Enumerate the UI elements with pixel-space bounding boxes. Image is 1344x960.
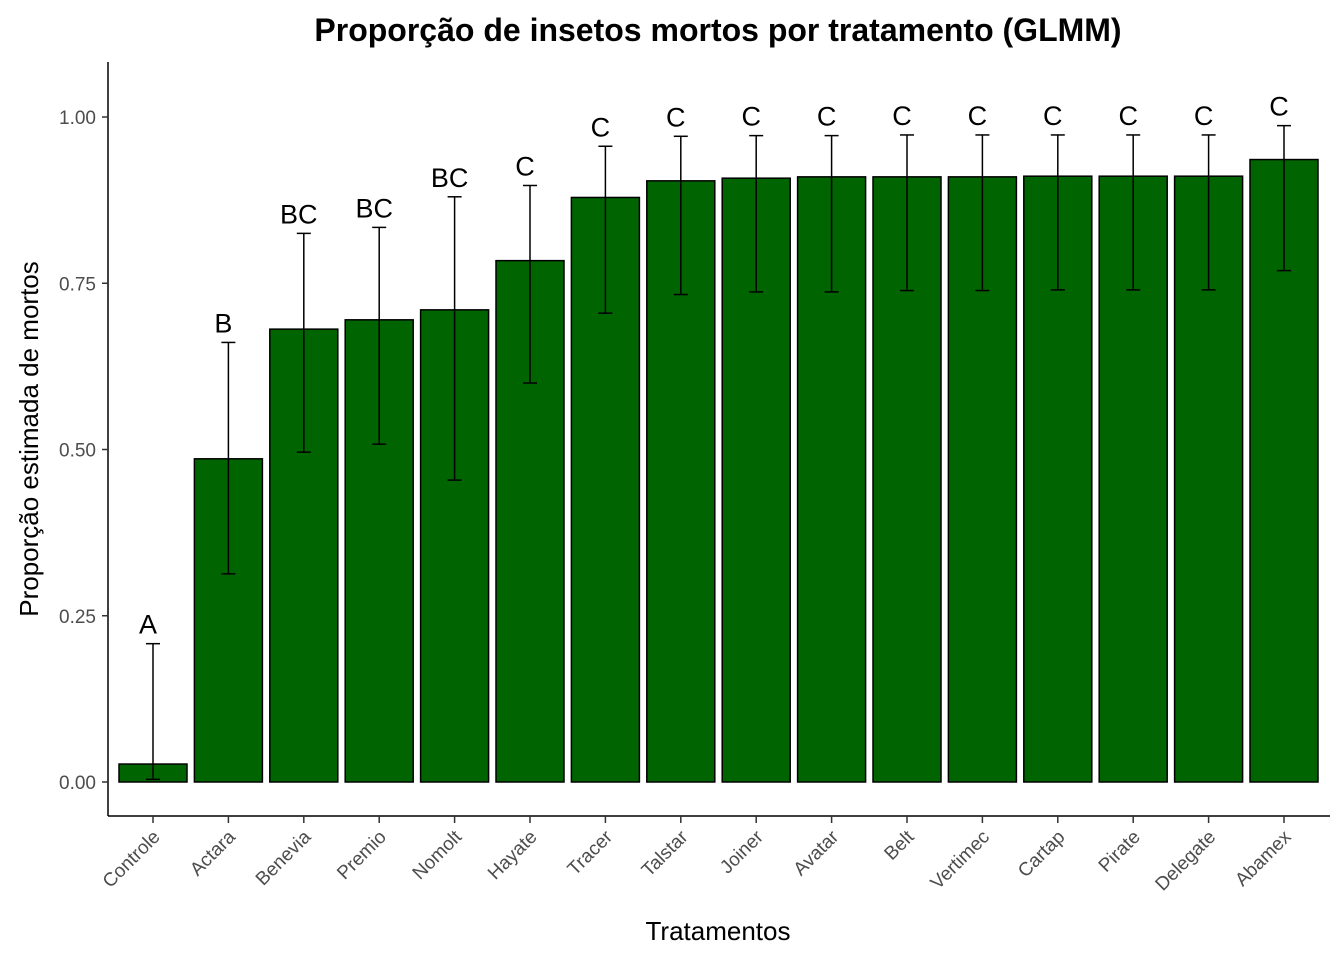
group-letter-label: C — [1118, 101, 1138, 131]
chart-title: Proporção de insetos mortos por tratamen… — [314, 12, 1121, 48]
group-letter-label: C — [666, 102, 686, 132]
x-tick-label: Cartap — [1014, 827, 1069, 882]
x-tick-label: Nomolt — [409, 826, 467, 884]
x-tick-label: Benevia — [252, 826, 316, 890]
group-letter-label: C — [515, 151, 535, 181]
x-tick-label: Pirate — [1095, 827, 1145, 877]
y-tick-label: 0.25 — [59, 607, 96, 628]
group-letter-label: BC — [431, 163, 469, 193]
x-tick-label: Vertimec — [927, 827, 994, 894]
y-tick-label: 1.00 — [59, 108, 96, 129]
x-tick-label: Abamex — [1231, 826, 1295, 890]
x-tick-label: Belt — [881, 826, 920, 865]
group-letter-label: C — [1043, 101, 1063, 131]
y-tick-label: 0.50 — [59, 441, 96, 462]
y-axis-ticks: 0.00 0.25 0.50 0.75 1.00 — [59, 108, 108, 794]
x-axis-ticks: Controle Actara Benevia Premio Nomolt Hayate T… — [99, 816, 1296, 895]
group-letter-label: C — [1194, 101, 1214, 131]
plot-area: A B BC BC BC C C C C C C C C C C C — [118, 92, 1319, 783]
x-tick-label: Actara — [186, 826, 240, 880]
x-tick-label: Hayate — [484, 827, 541, 884]
x-tick-label: Premio — [333, 827, 390, 884]
y-tick-label: 0.75 — [59, 274, 96, 295]
x-tick-label: Delegate — [1152, 827, 1221, 896]
group-letter-label: C — [741, 102, 761, 132]
x-tick-label: Talstar — [638, 826, 693, 881]
group-letter-label: C — [591, 112, 611, 142]
group-letter-label: BC — [355, 193, 393, 223]
group-letter-label: A — [139, 610, 157, 640]
x-tick-label: Controle — [99, 827, 165, 893]
group-letter-label: C — [1269, 92, 1289, 122]
x-tick-label: Joiner — [716, 826, 768, 878]
group-letter-label: BC — [280, 199, 318, 229]
group-letter-label: B — [214, 308, 232, 338]
group-letter-label: C — [892, 101, 912, 131]
x-tick-label: Avatar — [790, 826, 844, 880]
x-tick-label: Tracer — [564, 826, 618, 880]
y-tick-label: 0.00 — [59, 773, 96, 794]
group-letter-label: C — [817, 102, 837, 132]
group-letter-label: C — [968, 101, 988, 131]
x-axis-title: Tratamentos — [646, 916, 791, 946]
y-axis-title: Proporção estimada de mortos — [14, 261, 44, 617]
